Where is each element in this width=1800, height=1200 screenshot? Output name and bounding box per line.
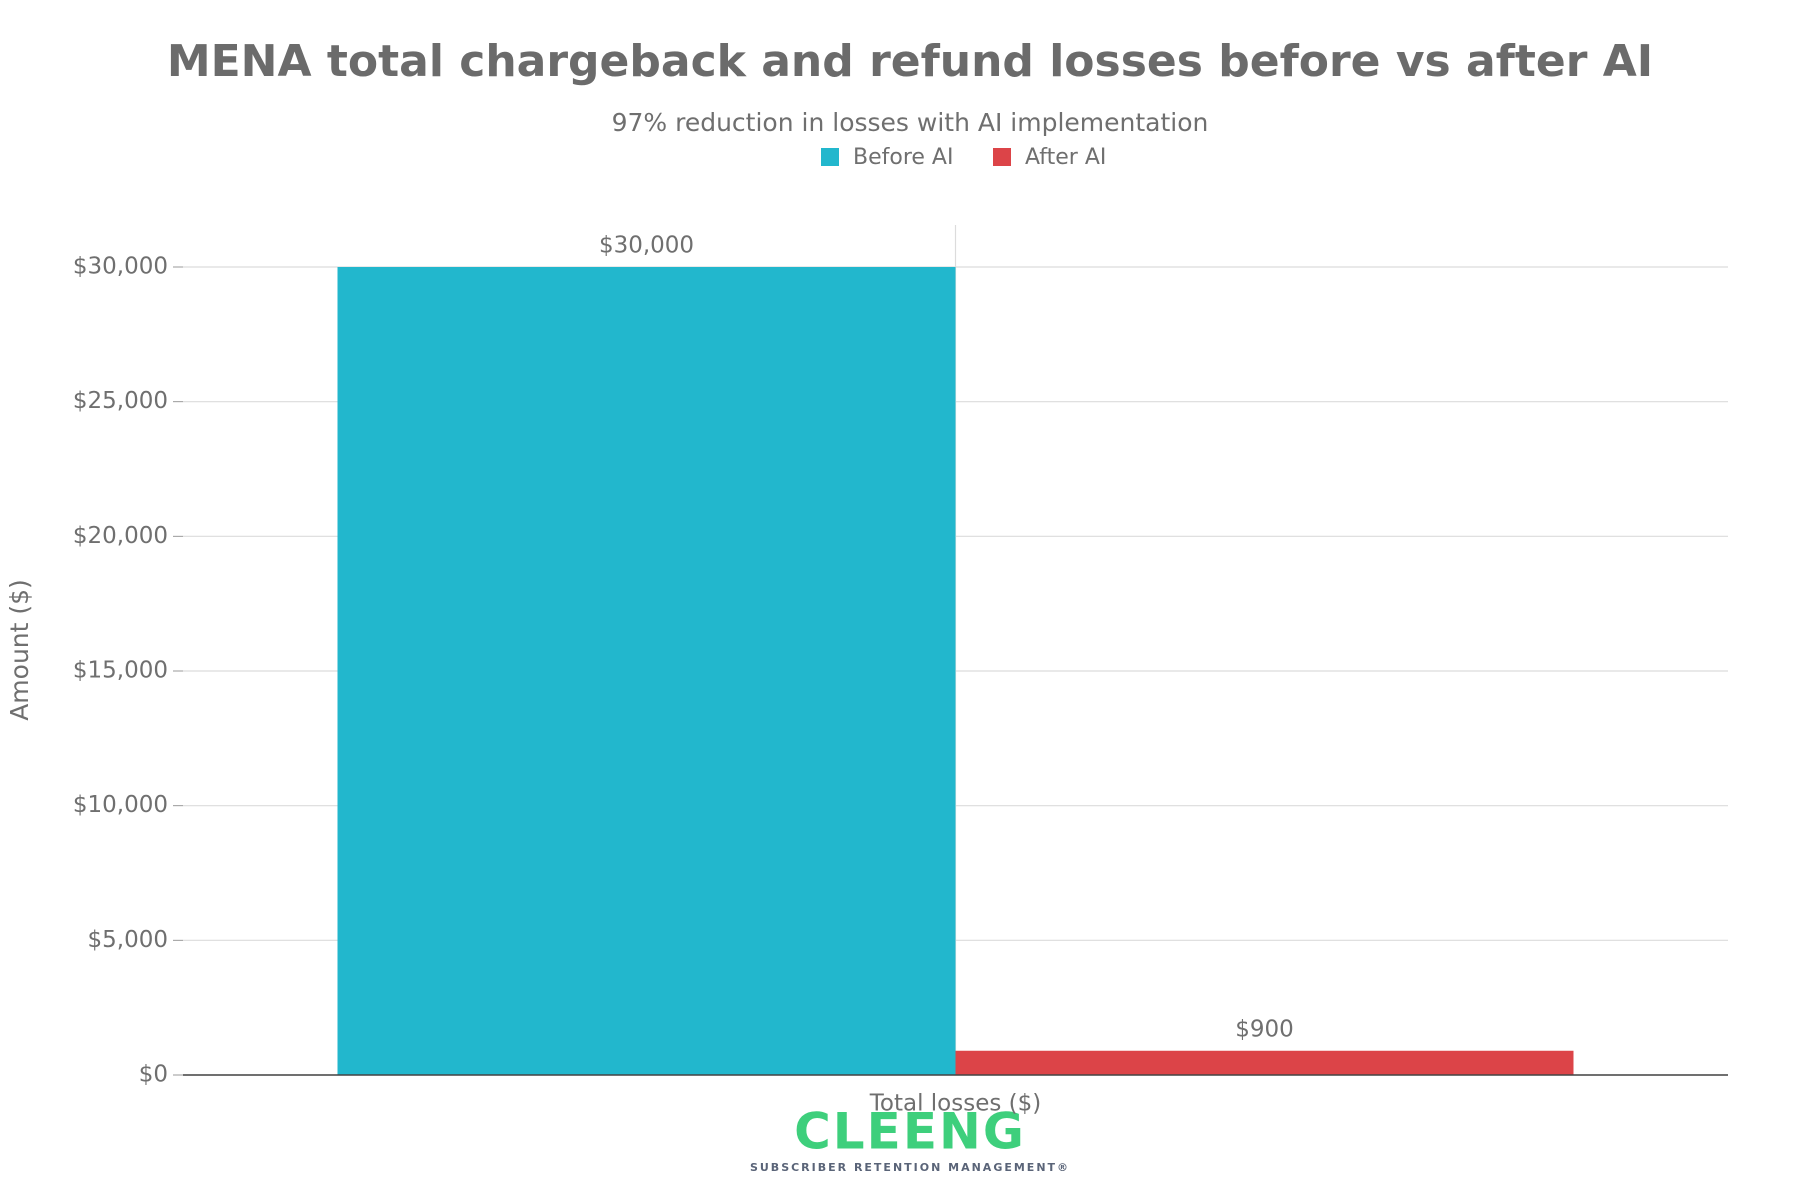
logo: CLEENG <box>794 1103 1026 1161</box>
legend-label: Before AI <box>853 145 953 170</box>
chart-subtitle: 97% reduction in losses with AI implemen… <box>612 108 1209 137</box>
bar <box>955 1050 1574 1075</box>
y-tick-label: $20,000 <box>73 523 168 549</box>
y-tick-label: $0 <box>139 1062 168 1088</box>
chart-title: MENA total chargeback and refund losses … <box>167 36 1653 87</box>
legend-label: After AI <box>1025 145 1106 170</box>
y-tick-label: $5,000 <box>88 927 168 953</box>
y-axis-label: Amount ($) <box>5 579 34 721</box>
data-label: $900 <box>1235 1016 1294 1042</box>
y-tick-label: $15,000 <box>73 658 168 684</box>
y-tick-label: $30,000 <box>73 254 168 280</box>
x-tick-label: Total losses ($) <box>869 1091 1041 1117</box>
y-tick-label: $25,000 <box>73 388 168 414</box>
y-tick-label: $10,000 <box>73 792 168 818</box>
legend-swatch <box>993 148 1011 166</box>
logo-tagline: SUBSCRIBER RETENTION MANAGEMENT® <box>750 1161 1070 1174</box>
bar <box>337 267 956 1075</box>
data-label: $30,000 <box>599 233 694 259</box>
legend-swatch <box>821 148 839 166</box>
